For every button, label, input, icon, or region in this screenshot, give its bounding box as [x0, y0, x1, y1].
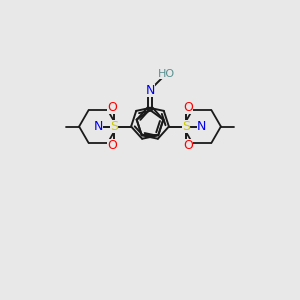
Text: HO: HO — [158, 69, 175, 79]
Text: S: S — [110, 120, 118, 133]
Text: O: O — [107, 101, 117, 114]
Text: O: O — [183, 101, 193, 114]
Text: S: S — [182, 120, 190, 133]
Text: N: N — [93, 120, 103, 133]
Text: N: N — [145, 83, 155, 97]
Text: N: N — [197, 120, 207, 133]
Text: O: O — [107, 139, 117, 152]
Text: O: O — [183, 139, 193, 152]
